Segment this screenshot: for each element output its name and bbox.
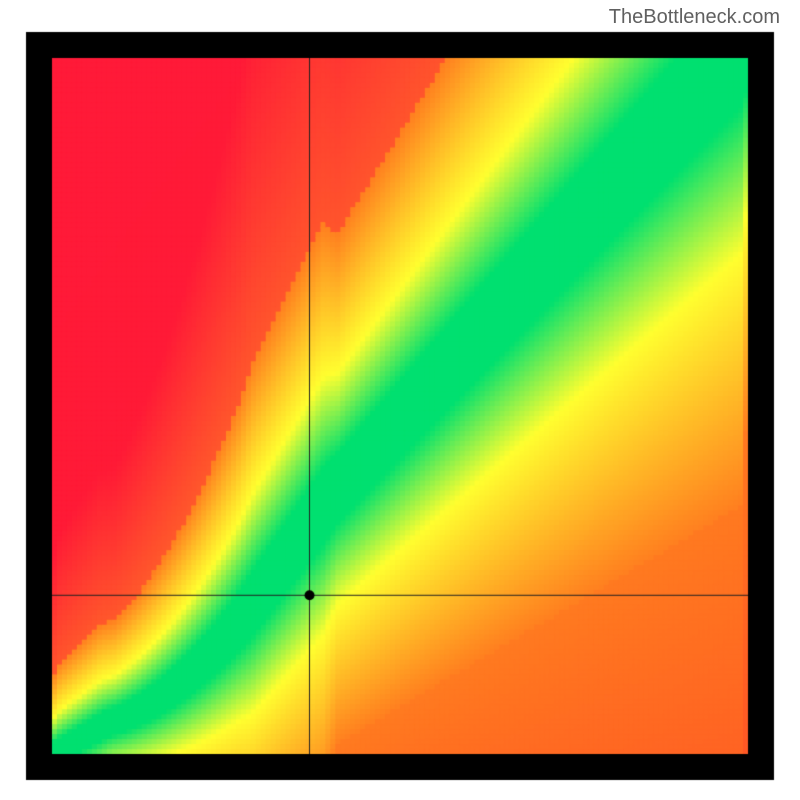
heatmap-canvas — [0, 0, 800, 800]
watermark-text: TheBottleneck.com — [609, 6, 780, 29]
chart-container: TheBottleneck.com — [0, 0, 800, 800]
